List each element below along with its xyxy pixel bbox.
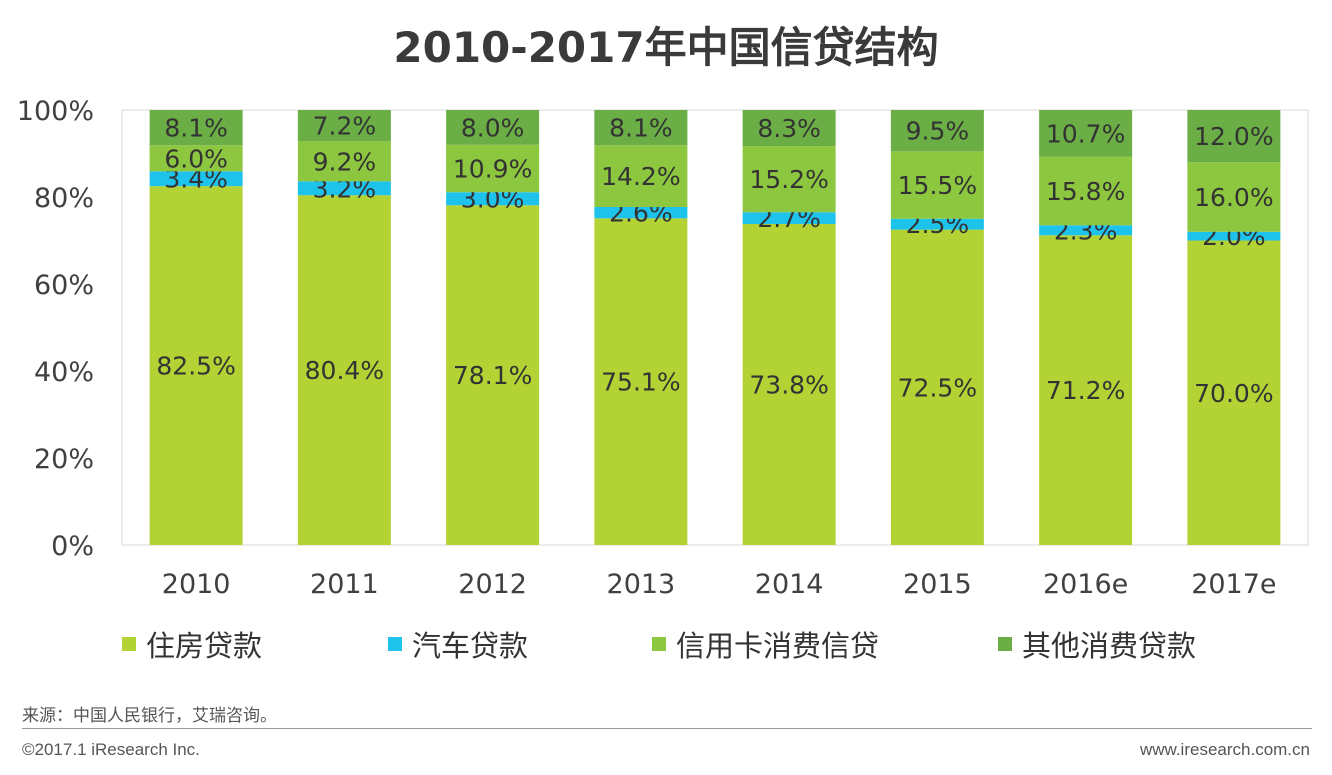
y-tick-label: 100% xyxy=(17,96,94,127)
data-label: 12.0% xyxy=(1194,122,1273,151)
bar-segment xyxy=(1187,231,1281,241)
bar-segment xyxy=(742,212,836,224)
bar-segment xyxy=(1039,225,1133,236)
bar-segment xyxy=(1039,110,1133,157)
legend-label: 汽车贷款 xyxy=(412,629,529,663)
data-label: 72.5% xyxy=(898,373,977,402)
data-label: 16.0% xyxy=(1194,183,1273,212)
x-tick-label: 2012 xyxy=(458,569,527,600)
data-label: 82.5% xyxy=(156,352,235,381)
x-tick-label: 2015 xyxy=(903,569,972,600)
y-tick-label: 60% xyxy=(34,270,94,301)
bar-segment xyxy=(890,229,984,545)
legend-swatch xyxy=(652,637,666,651)
bar-segment xyxy=(1039,156,1133,226)
legend-swatch xyxy=(998,637,1012,651)
data-label: 15.5% xyxy=(898,171,977,200)
legend-swatch xyxy=(122,637,136,651)
legend-item: 住房贷款 xyxy=(122,622,262,666)
bar-segment xyxy=(446,192,540,206)
bar-segment xyxy=(742,110,836,147)
bar-segment xyxy=(594,110,688,146)
bar-segment xyxy=(149,186,243,545)
copyright-text: ©2017.1 iResearch Inc. xyxy=(22,740,200,759)
bar-segment xyxy=(1187,240,1281,545)
data-label: 8.1% xyxy=(164,114,228,143)
x-tick-label: 2016e xyxy=(1043,569,1128,600)
data-label: 15.2% xyxy=(749,165,828,194)
bar-segment xyxy=(594,207,688,219)
bar-segment xyxy=(149,145,243,172)
data-label: 71.2% xyxy=(1046,376,1125,405)
legend-item: 汽车贷款 xyxy=(388,622,528,666)
bar-segment xyxy=(890,218,984,230)
bar-segment xyxy=(446,144,540,193)
data-label: 14.2% xyxy=(601,162,680,191)
y-tick-label: 0% xyxy=(51,531,94,562)
bar-segment xyxy=(890,151,984,219)
x-tick-label: 2013 xyxy=(607,569,676,600)
legend-item: 其他消费贷款 xyxy=(998,622,1196,666)
data-label: 8.3% xyxy=(757,114,821,143)
data-label: 15.8% xyxy=(1046,177,1125,206)
x-tick-label: 2014 xyxy=(755,569,824,600)
legend-label: 信用卡消费信贷 xyxy=(676,629,880,663)
data-label: 73.8% xyxy=(749,370,828,399)
bar-segment xyxy=(1187,162,1281,232)
bar-segment xyxy=(297,110,391,142)
website-link: www.iresearch.com.cn xyxy=(1139,740,1310,759)
bar-segment xyxy=(1187,110,1281,163)
legend-swatch xyxy=(388,637,402,651)
data-label: 9.5% xyxy=(906,117,970,146)
x-tick-label: 2010 xyxy=(162,569,231,600)
bar-segment xyxy=(446,205,540,545)
y-tick-label: 20% xyxy=(34,444,94,475)
data-label: 70.0% xyxy=(1194,379,1273,408)
data-label: 6.0% xyxy=(164,144,228,173)
data-label: 78.1% xyxy=(453,361,532,390)
data-label: 8.1% xyxy=(609,114,673,143)
data-label: 10.9% xyxy=(453,155,532,184)
footer-divider xyxy=(22,728,1312,729)
bar-segment xyxy=(149,171,243,187)
legend-label: 其他消费贷款 xyxy=(1022,629,1197,663)
data-label: 7.2% xyxy=(313,112,377,141)
x-tick-label: 2017e xyxy=(1191,569,1276,600)
x-tick-label: 2011 xyxy=(310,569,379,600)
y-tick-label: 80% xyxy=(34,183,94,214)
source-note: 来源：中国人民银行，艾瑞咨询。 xyxy=(22,706,277,726)
bar-segment xyxy=(890,110,984,152)
plot-frame xyxy=(121,109,1309,546)
bar-segment xyxy=(297,181,391,196)
bar-segment xyxy=(149,110,243,146)
bar-segment xyxy=(594,218,688,545)
data-label: 9.2% xyxy=(313,147,377,176)
y-tick-label: 40% xyxy=(34,357,94,388)
legend-item: 信用卡消费信贷 xyxy=(652,622,879,666)
bar-segment xyxy=(297,141,391,182)
bar-segment xyxy=(297,195,391,545)
legend: 住房贷款 汽车贷款 信用卡消费信贷 其他消费贷款 xyxy=(0,622,1332,666)
data-label: 8.0% xyxy=(461,113,525,142)
bar-segment xyxy=(742,146,836,213)
bar-segment xyxy=(446,110,540,145)
chart-title: 2010-2017年中国信贷结构 xyxy=(393,23,939,72)
data-label: 75.1% xyxy=(601,368,680,397)
legend-label: 住房贷款 xyxy=(146,629,263,663)
stacked-bar-chart: 0%20%40%60%80%100%82.5%3.4%6.0%8.1%20108… xyxy=(17,96,1309,600)
bar-segment xyxy=(1039,235,1133,545)
data-label: 10.7% xyxy=(1046,119,1125,148)
data-label: 80.4% xyxy=(305,356,384,385)
bar-segment xyxy=(742,223,836,545)
bar-segment xyxy=(594,145,688,208)
